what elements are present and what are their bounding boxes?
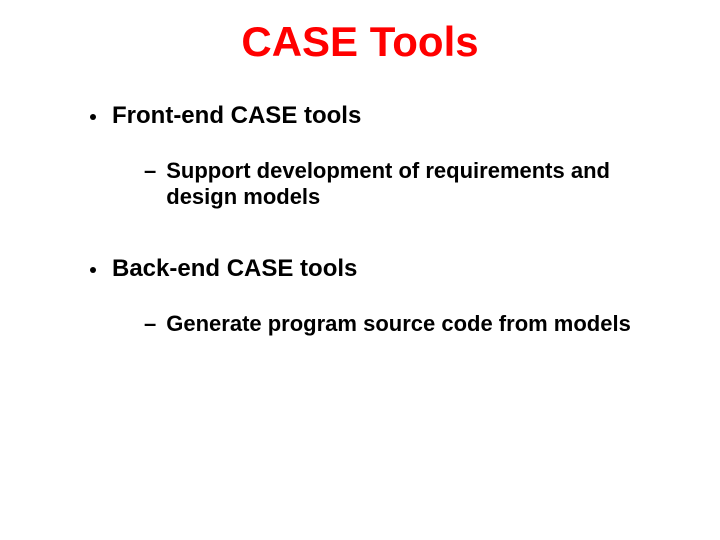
bullet-level2: – Support development of requirements an… (60, 158, 660, 211)
slide-title: CASE Tools (60, 18, 660, 66)
bullet-dot-icon (90, 267, 96, 273)
bullet-text: Generate program source code from models (166, 311, 631, 337)
bullet-dash-icon: – (144, 311, 156, 337)
bullet-text: Back-end CASE tools (112, 255, 357, 283)
slide: CASE Tools Front-end CASE tools – Suppor… (0, 0, 720, 540)
bullet-dash-icon: – (144, 158, 156, 184)
bullet-level1: Back-end CASE tools (60, 255, 660, 283)
bullet-level1: Front-end CASE tools (60, 102, 660, 130)
bullet-dot-icon (90, 114, 96, 120)
bullet-text: Support development of requirements and … (166, 158, 640, 211)
bullet-text: Front-end CASE tools (112, 102, 361, 130)
bullet-level2: – Generate program source code from mode… (60, 311, 660, 337)
